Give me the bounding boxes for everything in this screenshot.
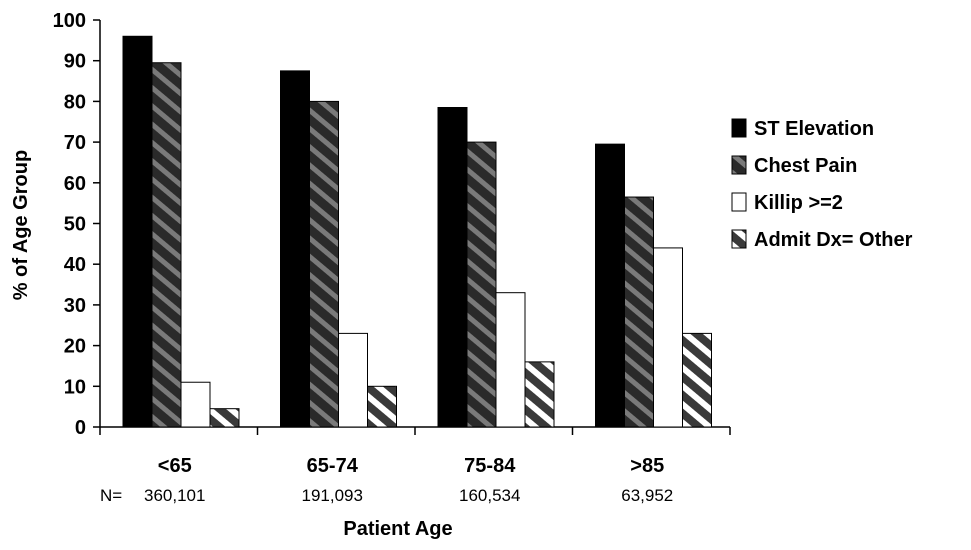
- y-tick-label: 70: [64, 132, 86, 154]
- legend-swatch: [731, 192, 747, 212]
- bar-admit-dx-other-2: [524, 361, 555, 428]
- y-tick-label: 50: [64, 214, 86, 236]
- legend-swatch: [731, 155, 747, 175]
- legend-swatch: [731, 229, 747, 249]
- bar-st-elevation-2: [437, 107, 468, 428]
- bar-st-elevation-3: [595, 143, 625, 428]
- bar-killip-2-1: [338, 332, 368, 428]
- y-tick-label: 80: [64, 91, 86, 113]
- n-value-label: 63,952: [621, 486, 673, 505]
- y-tick-label: 10: [64, 376, 86, 398]
- bars: [122, 35, 712, 428]
- bar-killip-2-2: [495, 292, 526, 428]
- n-value-label: 360,101: [144, 486, 205, 505]
- legend-label: Killip >=2: [754, 192, 843, 214]
- legend-label: Chest Pain: [754, 155, 857, 177]
- bar-st-elevation-0: [122, 35, 153, 428]
- bar-chest-pain-3: [624, 196, 654, 428]
- n-value-label: 160,534: [459, 486, 520, 505]
- legend: ST Elevation Chest Pain Killip >=2 Admit Dx…: [731, 118, 913, 251]
- bar-admit-dx-other-0: [209, 408, 240, 428]
- legend-swatch: [731, 118, 747, 138]
- bar-st-elevation-1: [280, 70, 310, 428]
- bar-killip-2-3: [653, 247, 683, 428]
- y-tick-label: 20: [64, 336, 86, 358]
- y-tick-label: 0: [75, 417, 86, 439]
- legend-label: Admit Dx= Other: [754, 229, 913, 251]
- y-tick-label: 30: [64, 295, 86, 317]
- y-axis: 0 10 20 30 40 50 60 70 80 90 100: [53, 10, 101, 439]
- category-label: >85: [630, 455, 664, 477]
- category-labels: <65 65-74 75-84 >85: [158, 455, 664, 477]
- y-tick-label: 60: [64, 173, 86, 195]
- y-tick-label: 100: [53, 10, 86, 32]
- y-tick-label: 40: [64, 254, 86, 276]
- category-label: 75-84: [464, 455, 516, 477]
- y-axis-title: % of Age Group: [10, 150, 32, 300]
- bar-chest-pain-1: [309, 100, 339, 428]
- n-prefix-label: N=: [100, 486, 122, 505]
- bar-admit-dx-other-3: [682, 332, 712, 428]
- x-axis-title: Patient Age: [343, 518, 452, 540]
- legend-label: ST Elevation: [754, 118, 874, 140]
- bar-chest-pain-0: [151, 62, 182, 428]
- x-axis: [99, 426, 731, 435]
- bar-chest-pain-2: [466, 141, 497, 428]
- n-labels: 360,101 191,093 160,534 63,952 N=: [100, 486, 673, 505]
- bar-killip-2-0: [180, 381, 211, 428]
- y-tick-label: 90: [64, 51, 86, 73]
- bar-admit-dx-other-1: [367, 385, 397, 428]
- n-value-label: 191,093: [302, 486, 363, 505]
- category-label: <65: [158, 455, 192, 477]
- category-label: 65-74: [307, 455, 359, 477]
